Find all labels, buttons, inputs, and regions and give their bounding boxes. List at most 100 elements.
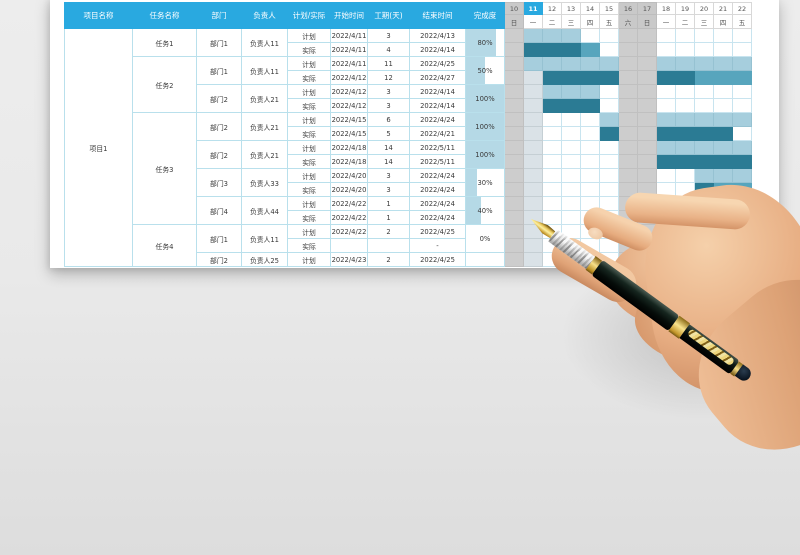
gantt-cell[interactable] xyxy=(656,98,676,113)
gantt-cell[interactable] xyxy=(504,70,524,85)
start-date-cell[interactable]: 2022/4/22 xyxy=(330,224,368,239)
task-name-cell[interactable]: 任务4 xyxy=(132,224,197,267)
plan-actual-cell[interactable]: 计划 xyxy=(287,196,331,211)
gantt-bar-cell[interactable] xyxy=(561,56,581,71)
gantt-cell[interactable] xyxy=(675,42,695,57)
gantt-bar-cell[interactable] xyxy=(713,168,733,183)
gantt-cell[interactable] xyxy=(523,112,543,127)
duration-cell[interactable]: 14 xyxy=(367,140,410,155)
end-date-cell[interactable]: 2022/4/25 xyxy=(409,224,466,239)
gantt-cell[interactable] xyxy=(504,196,524,211)
gantt-bar-cell[interactable] xyxy=(694,140,714,155)
gantt-bar-cell[interactable] xyxy=(656,140,676,155)
gantt-cell[interactable] xyxy=(523,224,543,239)
end-date-cell[interactable]: 2022/4/27 xyxy=(409,70,466,85)
start-date-cell[interactable]: 2022/4/20 xyxy=(330,182,368,197)
gantt-cell[interactable] xyxy=(542,182,562,197)
end-date-cell[interactable]: 2022/4/24 xyxy=(409,112,466,127)
duration-cell[interactable]: 11 xyxy=(367,56,410,71)
department-cell[interactable]: 部门2 xyxy=(196,140,242,169)
gantt-cell[interactable] xyxy=(599,168,619,183)
gantt-bar-cell[interactable] xyxy=(580,70,600,85)
plan-actual-cell[interactable]: 实际 xyxy=(287,154,331,169)
end-date-cell[interactable]: - xyxy=(409,238,466,253)
duration-cell[interactable]: 1 xyxy=(367,210,410,225)
gantt-bar-cell[interactable] xyxy=(675,70,695,85)
gantt-bar-cell[interactable] xyxy=(599,56,619,71)
gantt-bar-cell[interactable] xyxy=(656,126,676,141)
plan-actual-cell[interactable]: 实际 xyxy=(287,210,331,225)
gantt-bar-cell[interactable] xyxy=(694,168,714,183)
gantt-bar-cell[interactable] xyxy=(542,98,562,113)
gantt-cell[interactable] xyxy=(637,56,657,71)
plan-actual-cell[interactable]: 实际 xyxy=(287,98,331,113)
gantt-bar-cell[interactable] xyxy=(732,154,752,169)
end-date-cell[interactable]: 2022/5/11 xyxy=(409,154,466,169)
completion-cell[interactable]: 0% xyxy=(465,224,505,253)
gantt-cell[interactable] xyxy=(542,112,562,127)
start-date-cell[interactable]: 2022/4/12 xyxy=(330,84,368,99)
end-date-cell[interactable]: 2022/5/11 xyxy=(409,140,466,155)
completion-cell[interactable]: 80% xyxy=(465,28,505,57)
gantt-cell[interactable] xyxy=(618,56,638,71)
plan-actual-cell[interactable]: 实际 xyxy=(287,70,331,85)
gantt-cell[interactable] xyxy=(713,28,733,43)
gantt-cell[interactable] xyxy=(523,252,543,267)
gantt-cell[interactable] xyxy=(561,210,581,225)
department-cell[interactable]: 部门2 xyxy=(196,84,242,113)
gantt-cell[interactable] xyxy=(523,84,543,99)
duration-cell[interactable]: 4 xyxy=(367,42,410,57)
gantt-cell[interactable] xyxy=(618,84,638,99)
gantt-cell[interactable] xyxy=(561,154,581,169)
duration-cell[interactable]: 3 xyxy=(367,98,410,113)
end-date-cell[interactable]: 2022/4/24 xyxy=(409,168,466,183)
completion-cell[interactable]: 50% xyxy=(465,56,505,85)
gantt-cell[interactable] xyxy=(561,126,581,141)
gantt-cell[interactable] xyxy=(580,126,600,141)
gantt-bar-cell[interactable] xyxy=(542,42,562,57)
gantt-cell[interactable] xyxy=(732,98,752,113)
gantt-cell[interactable] xyxy=(504,252,524,267)
gantt-bar-cell[interactable] xyxy=(713,56,733,71)
start-date-cell[interactable]: 2022/4/15 xyxy=(330,126,368,141)
task-name-cell[interactable]: 任务3 xyxy=(132,112,197,225)
gantt-bar-cell[interactable] xyxy=(694,56,714,71)
gantt-cell[interactable] xyxy=(561,140,581,155)
owner-cell[interactable]: 负责人11 xyxy=(241,56,288,85)
gantt-cell[interactable] xyxy=(618,154,638,169)
task-name-cell[interactable]: 任务2 xyxy=(132,56,197,113)
gantt-bar-cell[interactable] xyxy=(675,112,695,127)
gantt-cell[interactable] xyxy=(561,168,581,183)
gantt-bar-cell[interactable] xyxy=(675,140,695,155)
gantt-cell[interactable] xyxy=(637,126,657,141)
end-date-cell[interactable]: 2022/4/25 xyxy=(409,56,466,71)
gantt-cell[interactable] xyxy=(637,154,657,169)
duration-cell[interactable]: 3 xyxy=(367,182,410,197)
plan-actual-cell[interactable]: 计划 xyxy=(287,112,331,127)
duration-cell[interactable]: 5 xyxy=(367,126,410,141)
owner-cell[interactable]: 负责人11 xyxy=(241,28,288,57)
gantt-cell[interactable] xyxy=(523,168,543,183)
gantt-bar-cell[interactable] xyxy=(656,56,676,71)
start-date-cell[interactable]: 2022/4/18 xyxy=(330,140,368,155)
gantt-cell[interactable] xyxy=(637,168,657,183)
gantt-cell[interactable] xyxy=(675,98,695,113)
gantt-cell[interactable] xyxy=(523,98,543,113)
gantt-cell[interactable] xyxy=(694,84,714,99)
gantt-cell[interactable] xyxy=(580,182,600,197)
start-date-cell[interactable]: 2022/4/11 xyxy=(330,56,368,71)
duration-cell[interactable]: 1 xyxy=(367,196,410,211)
gantt-bar-cell[interactable] xyxy=(542,84,562,99)
gantt-bar-cell[interactable] xyxy=(561,84,581,99)
plan-actual-cell[interactable]: 实际 xyxy=(287,182,331,197)
gantt-cell[interactable] xyxy=(504,154,524,169)
gantt-cell[interactable] xyxy=(637,140,657,155)
gantt-cell[interactable] xyxy=(523,154,543,169)
gantt-cell[interactable] xyxy=(694,28,714,43)
gantt-bar-cell[interactable] xyxy=(580,56,600,71)
end-date-cell[interactable]: 2022/4/14 xyxy=(409,42,466,57)
gantt-cell[interactable] xyxy=(580,28,600,43)
gantt-cell[interactable] xyxy=(504,42,524,57)
plan-actual-cell[interactable]: 计划 xyxy=(287,168,331,183)
gantt-cell[interactable] xyxy=(675,168,695,183)
